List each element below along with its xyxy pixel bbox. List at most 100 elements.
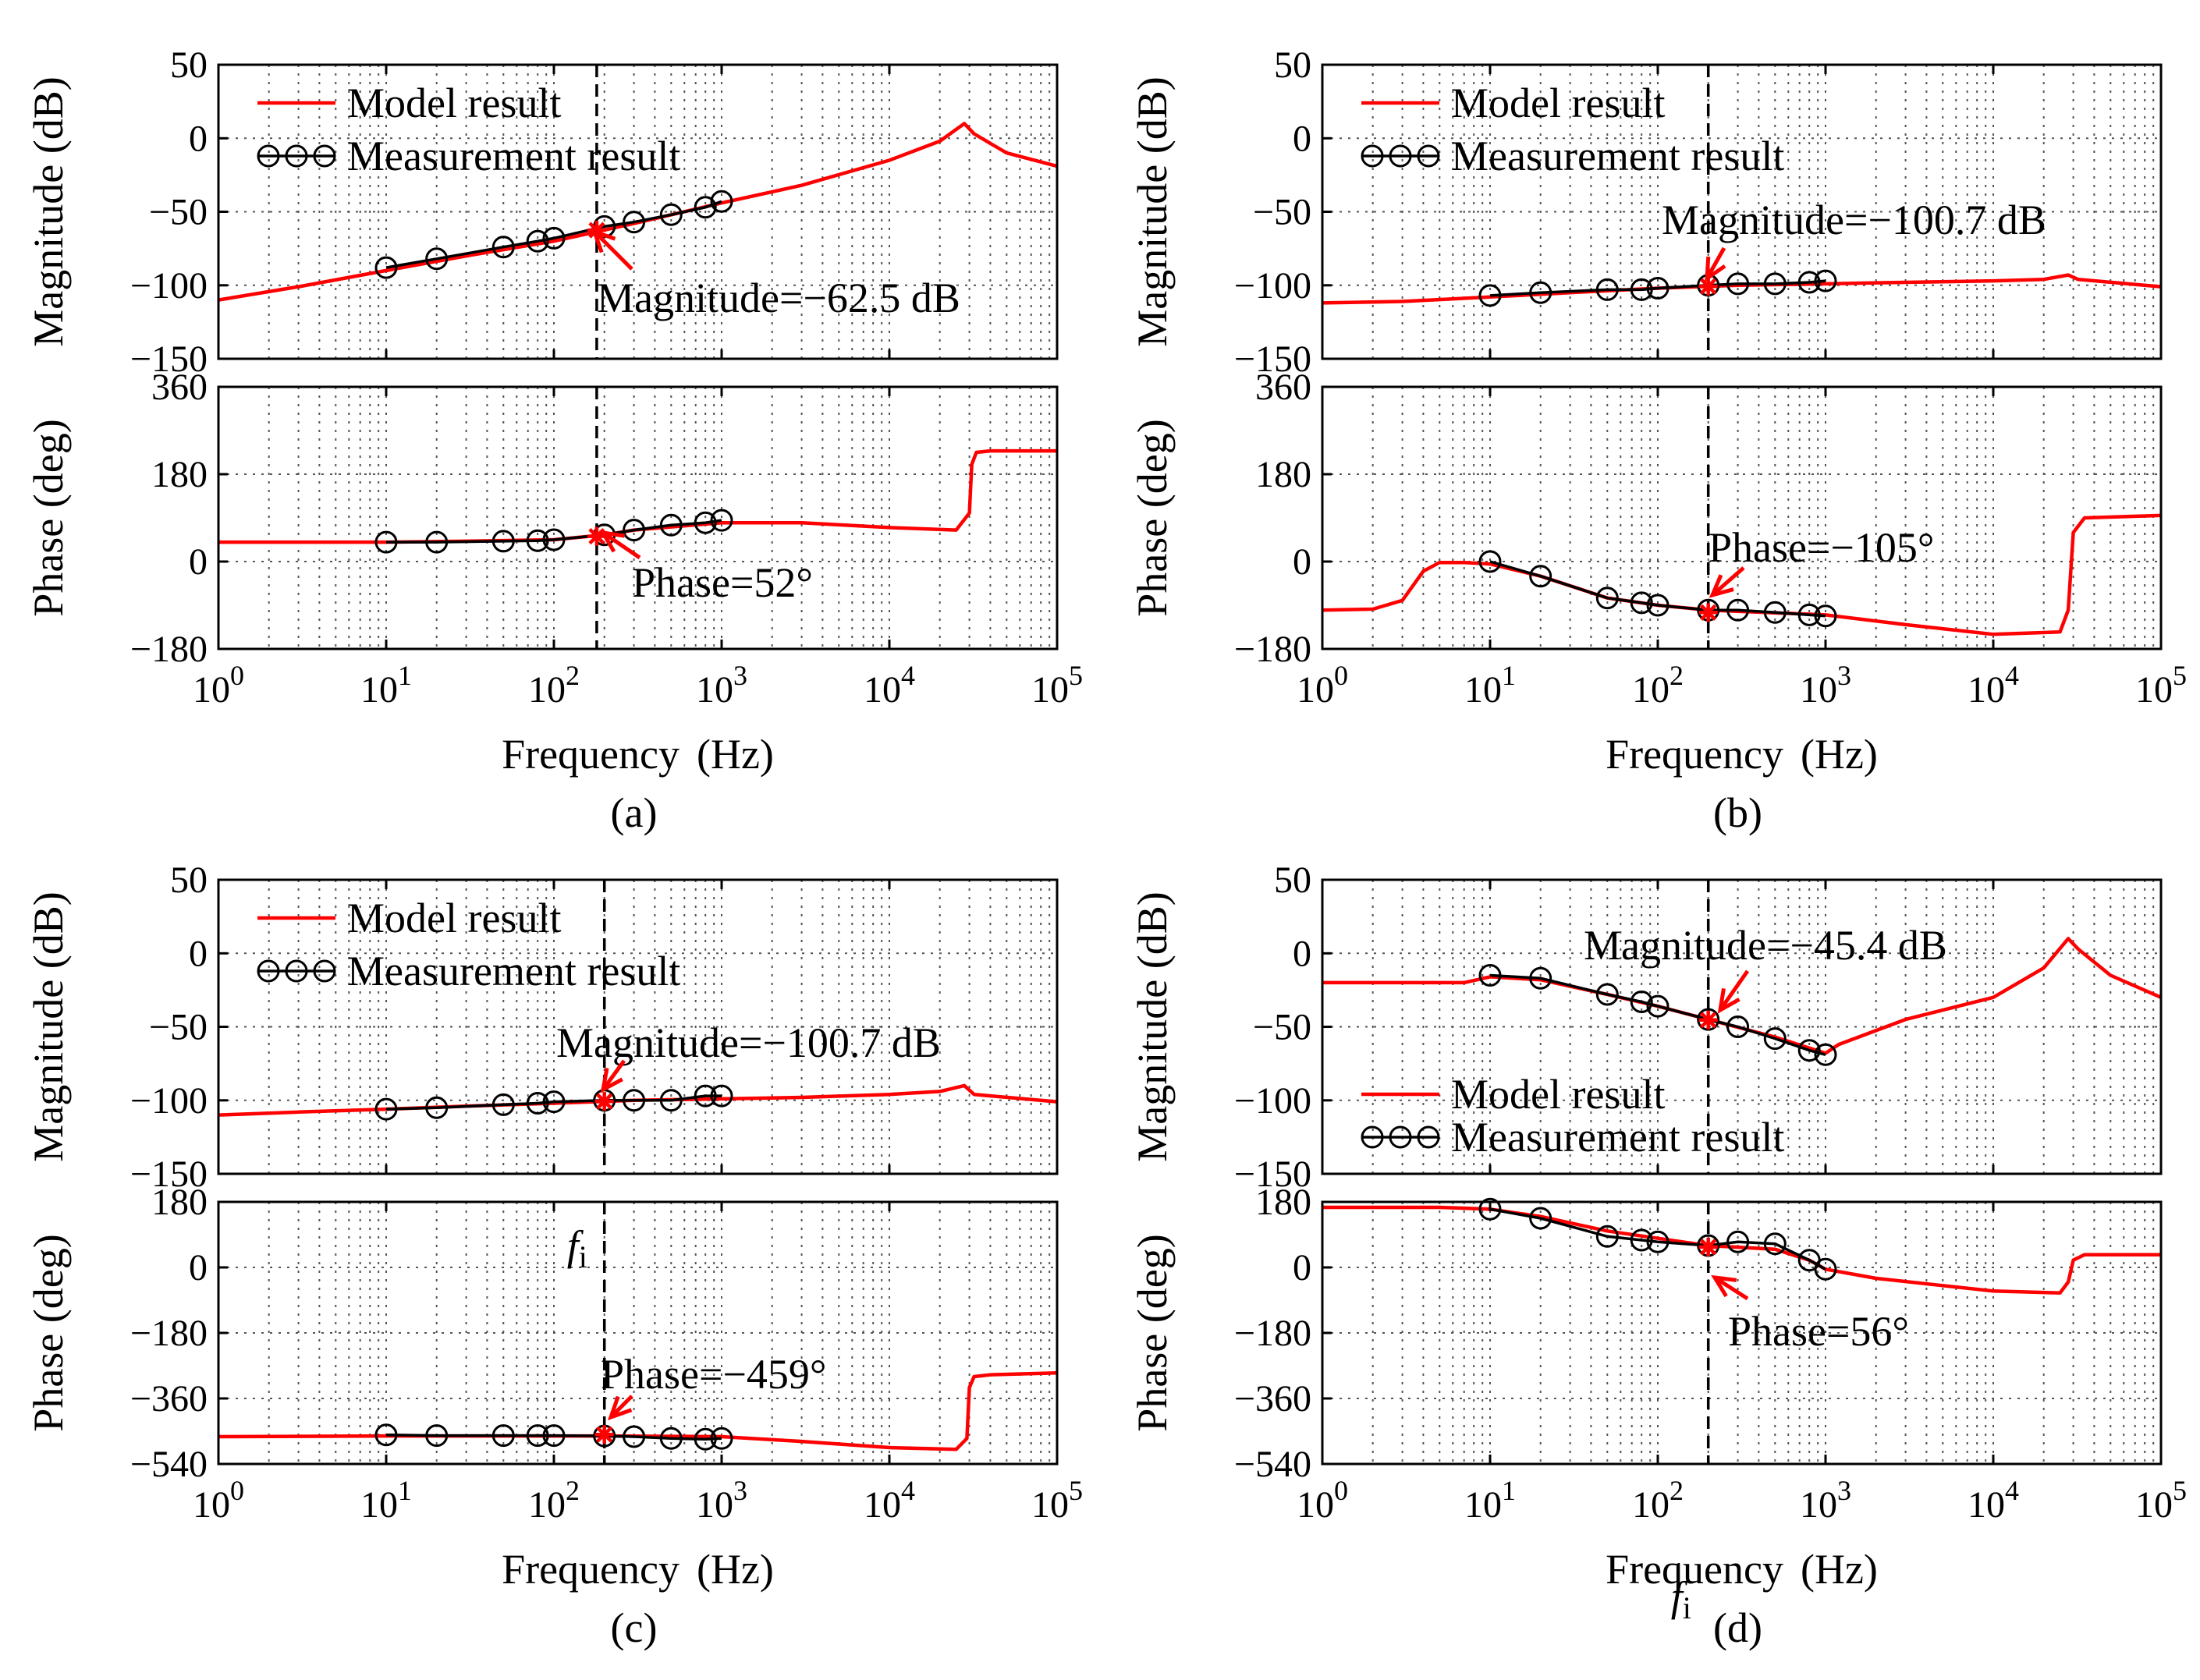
phase-operating-point-marker [1698, 603, 1718, 622]
phase-measurement-point [1814, 604, 1837, 628]
phase-marker-stroke [1700, 604, 1717, 621]
phase-axis-label: Phase (deg) [25, 419, 72, 616]
phase-measurement-point [1646, 594, 1670, 617]
x-tick-exponent: 2 [566, 1475, 580, 1506]
x-tick-label: 105 [1031, 660, 1083, 711]
magnitude-y-tick-label: 0 [1293, 933, 1311, 974]
magnitude-measurement-point [526, 1092, 549, 1115]
magnitude-measurement-point [1646, 277, 1670, 299]
magnitude-annotation-arrowhead [591, 228, 616, 253]
panel-caption: (b) [1713, 789, 1762, 836]
legend-model-label: Model result [1451, 1071, 1665, 1118]
x-axis-label-name: Frequency [502, 1546, 680, 1593]
x-axis-label-name: Frequency [1606, 1546, 1783, 1593]
x-tick-exponent: 1 [398, 660, 412, 691]
phase-y-tick-label: 180 [151, 454, 208, 495]
x-tick-exponent: 4 [901, 660, 915, 691]
magnitude-operating-point-marker [594, 1092, 614, 1111]
x-tick-base: 10 [1031, 1484, 1069, 1526]
x-tick-exponent: 5 [2173, 1475, 2187, 1506]
magnitude-y-tick-label: −50 [149, 192, 208, 233]
magnitude-annotation-arrow [601, 1059, 626, 1091]
x-tick-base: 10 [2135, 669, 2173, 711]
magnitude-axis-label: Magnitude (dB) [25, 891, 72, 1161]
phase-annotation-arrowhead [599, 530, 626, 553]
magnitude-annotation-text: Magnitude=−100.7 dB [556, 1019, 941, 1066]
phase-measurement-point [1630, 1228, 1653, 1252]
x-tick-label: 101 [1464, 660, 1516, 711]
magnitude-y-tick-label: 50 [1274, 859, 1311, 901]
phase-annotation: Phase=52° [599, 530, 813, 606]
phase-y-tick-label: −180 [1234, 629, 1311, 670]
x-tick-exponent: 1 [398, 1475, 412, 1506]
x-tick-label: 100 [193, 1475, 244, 1526]
phase-annotation: Phase=56° [1711, 1274, 1909, 1355]
x-tick-base: 10 [1632, 669, 1670, 711]
panel-caption: (d) [1713, 1604, 1762, 1651]
x-tick-label: 104 [1968, 660, 2019, 711]
magnitude-y-tick-label: −100 [130, 265, 208, 307]
magnitude-annotation: Magnitude=−45.4 dB [1584, 922, 1947, 1014]
x-tick-exponent: 3 [1837, 660, 1851, 691]
magnitude-y-tick-label: 0 [189, 118, 208, 159]
phase-y-tick-label: 0 [189, 1247, 208, 1288]
panel-caption: (c) [611, 1604, 658, 1651]
phase-measurement-point [1630, 591, 1653, 615]
magnitude-measurement-point [526, 229, 549, 253]
phase-y-tick-label: −360 [1234, 1378, 1311, 1419]
x-tick-exponent: 4 [2005, 660, 2019, 691]
x-tick-base: 10 [864, 1484, 901, 1526]
phase-axes-box [217, 385, 1059, 650]
phase-annotation-arrowhead [1711, 1274, 1737, 1298]
x-tick-base: 10 [696, 669, 733, 711]
magnitude-marker-stroke [588, 222, 605, 239]
phase-y-tick-label: 0 [1293, 541, 1311, 583]
phase-y-tick-label: −540 [1234, 1444, 1311, 1485]
magnitude-annotation-arrowhead [1705, 256, 1726, 283]
x-tick-label: 105 [1031, 1475, 1083, 1526]
x-tick-label: 100 [1297, 1475, 1348, 1526]
phase-measurement-point [542, 528, 566, 551]
magnitude-measurement-point [1797, 1039, 1821, 1062]
phase-y-tick-label: −180 [130, 629, 208, 670]
x-tick-base: 10 [864, 669, 901, 711]
legend-measurement-marker [1389, 1125, 1412, 1149]
magnitude-measurement-point [1763, 272, 1787, 296]
x-tick-label: 102 [1632, 660, 1684, 711]
phase-annotation-text: Phase=−459° [601, 1351, 827, 1398]
legend-measurement-marker [313, 144, 336, 168]
magnitude-operating-point-marker [1698, 277, 1718, 296]
magnitude-measurement-point [710, 190, 733, 213]
x-tick-base: 10 [2135, 1484, 2173, 1526]
phase-measurement-point [1646, 1230, 1670, 1253]
phase-measurement-point [659, 1427, 683, 1450]
x-tick-base: 10 [1968, 669, 2005, 711]
magnitude-y-tick-label: −100 [1234, 265, 1311, 307]
x-tick-exponent: 2 [1670, 660, 1684, 691]
x-tick-exponent: 5 [2173, 660, 2187, 691]
legend-measurement-marker [1417, 144, 1440, 168]
phase-measurement-point [526, 1424, 549, 1448]
phase-measurement-point [425, 530, 449, 554]
x-tick-base: 10 [193, 669, 230, 711]
panel-caption: (a) [611, 789, 658, 836]
phase-annotation-text: Phase=−105° [1709, 524, 1935, 571]
magnitude-measurement-point [1595, 983, 1619, 1006]
magnitude-measurement-point [491, 236, 515, 259]
x-axis-label-unit: (Hz) [697, 731, 774, 778]
magnitude-measurement-point [1595, 278, 1619, 301]
phase-y-tick-label: 180 [1255, 454, 1311, 495]
x-tick-exponent: 4 [2005, 1475, 2019, 1506]
x-tick-label: 105 [2135, 660, 2187, 711]
magnitude-measurement-point [491, 1093, 515, 1116]
phase-measurement-point [1763, 1232, 1787, 1256]
magnitude-measurement-curve [385, 200, 722, 269]
magnitude-measurement-point [1814, 269, 1837, 292]
magnitude-annotation-text: Magnitude=−62.5 dB [597, 275, 960, 321]
x-tick-label: 103 [1800, 660, 1851, 711]
x-tick-label: 103 [696, 1475, 747, 1526]
x-tick-base: 10 [1031, 669, 1069, 711]
phase-measurement-curve [386, 519, 722, 544]
